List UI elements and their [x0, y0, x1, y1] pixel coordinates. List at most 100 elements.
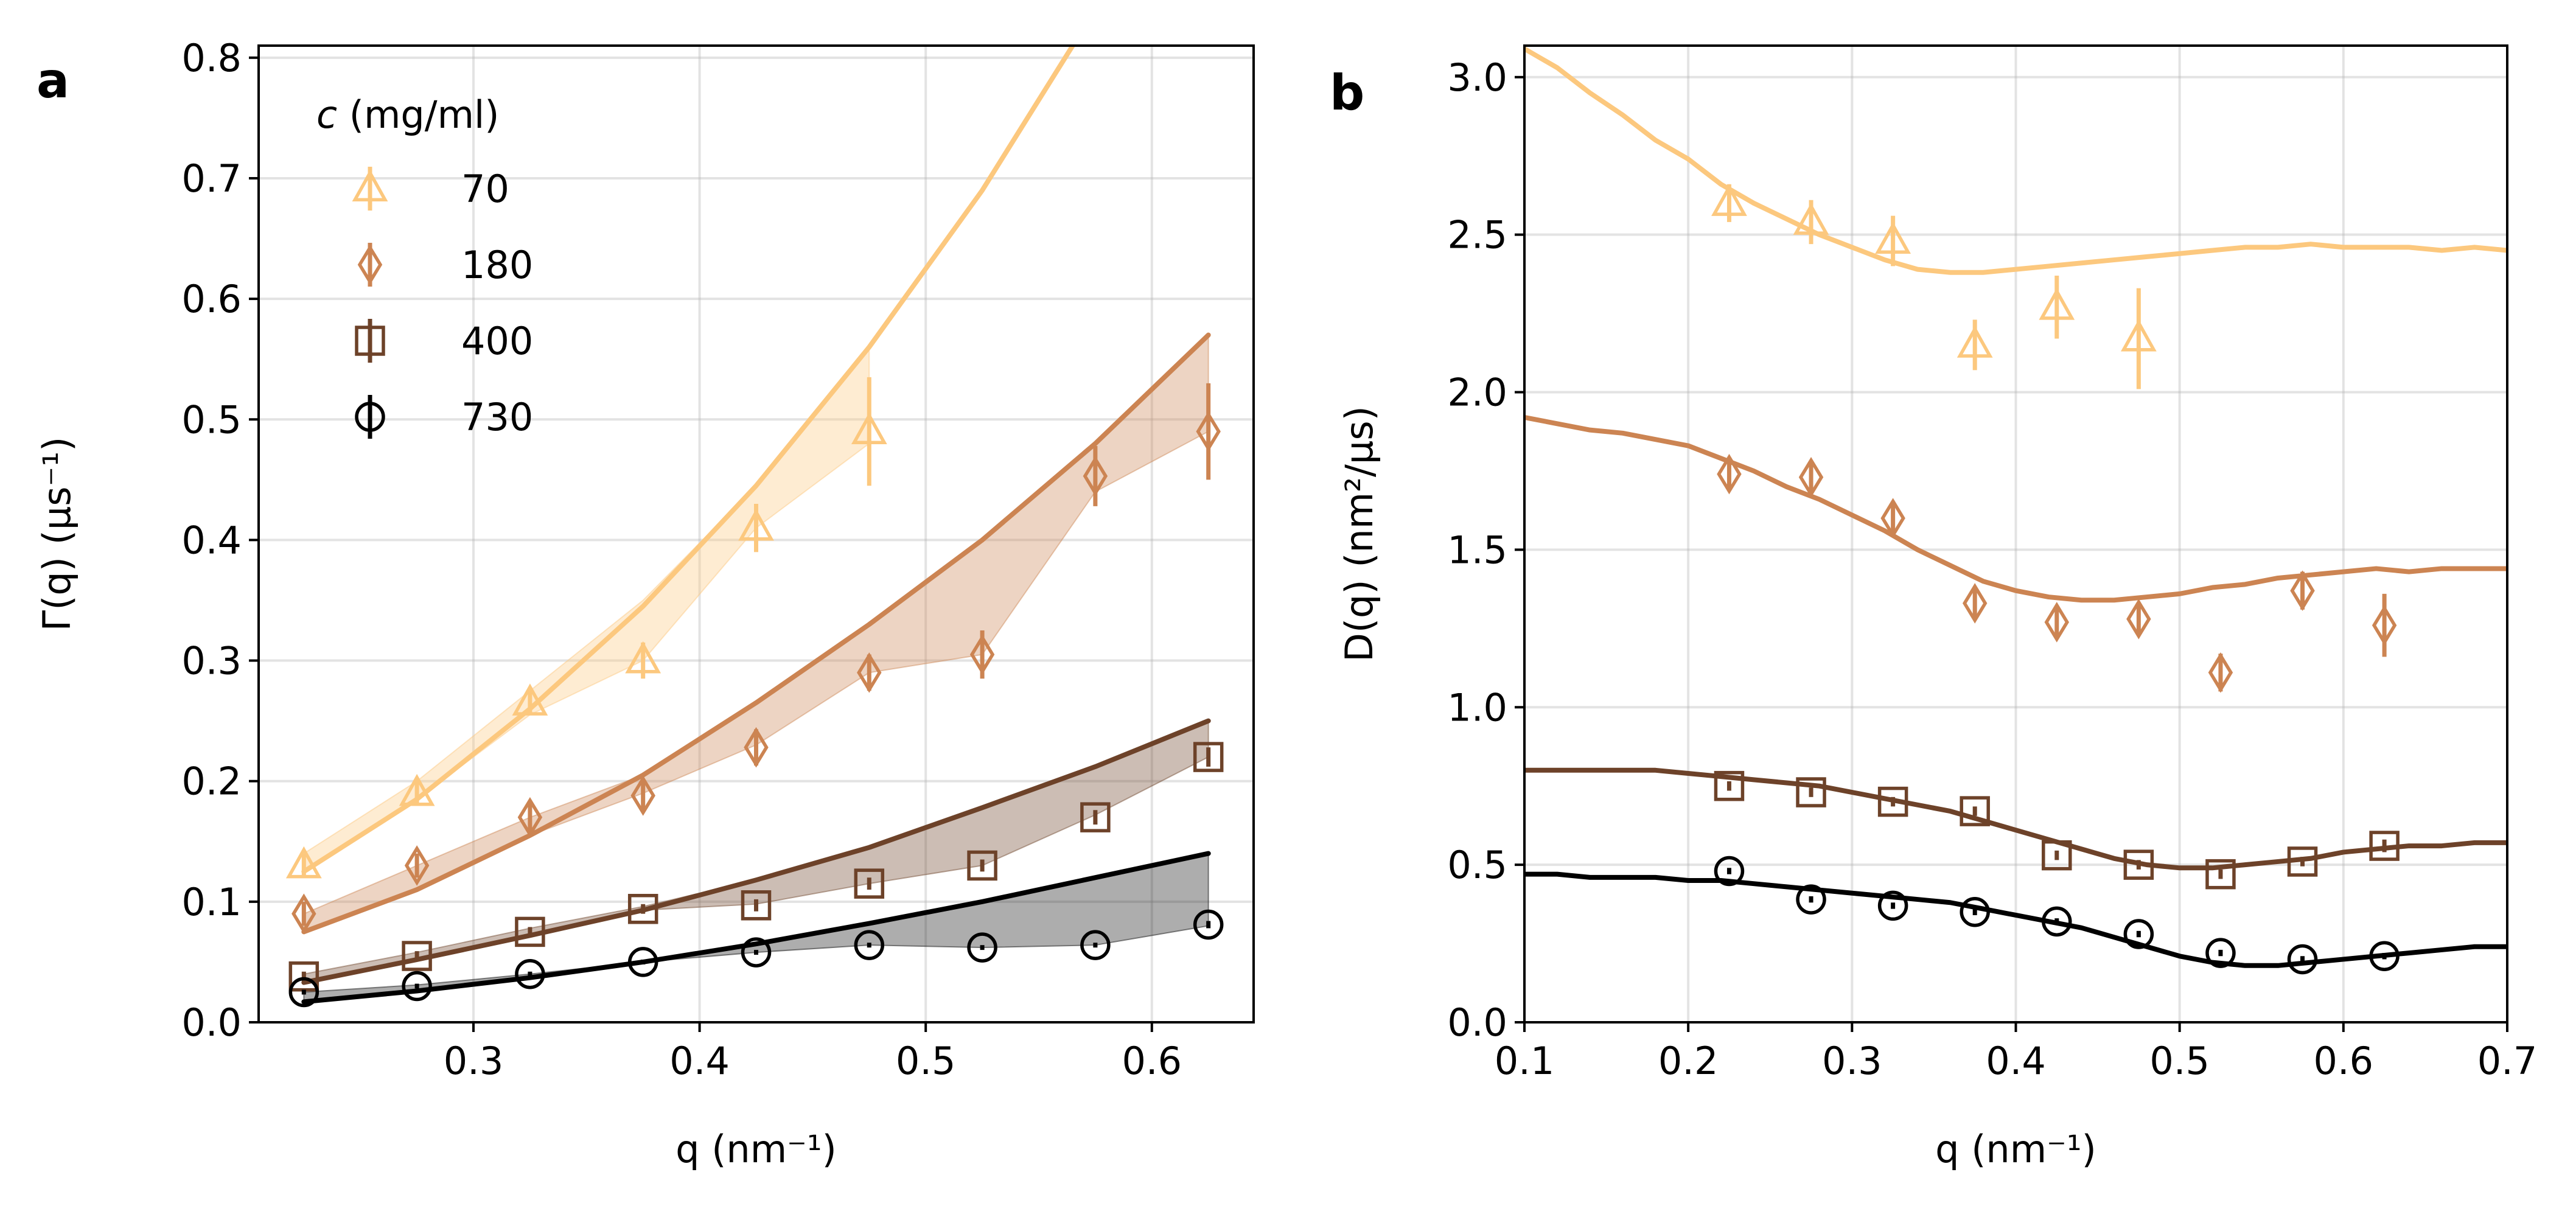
data-point-180	[517, 797, 543, 838]
data-point-400	[1796, 777, 1826, 807]
legend: c (mg/ml) 70 180 400 730	[316, 92, 533, 439]
y-tick-label: 0.6	[181, 277, 242, 321]
data-point-730	[741, 937, 772, 968]
data-point-400	[2369, 831, 2400, 861]
x-tick-label: 0.3	[444, 1039, 504, 1083]
y-tick-label: 0.1	[181, 880, 242, 924]
data-point-730	[1796, 884, 1826, 915]
panel-letter: a	[37, 52, 69, 109]
x-tick-label: 0.3	[1822, 1039, 1882, 1083]
data-point-70	[2039, 288, 2075, 320]
x-tick-label: 0.6	[2314, 1039, 2374, 1083]
plot-area	[285, 46, 1224, 1008]
y-tick-label: 0.0	[181, 1000, 242, 1045]
y-tick-label: 0.5	[181, 397, 242, 442]
data-point-400	[1877, 786, 1908, 817]
data-point-180	[1717, 453, 1742, 495]
data-point-400	[1714, 770, 1745, 801]
legend-label: 180	[461, 243, 533, 287]
data-point-70	[2120, 319, 2157, 352]
data-point-180	[1798, 457, 1824, 498]
data-point-180	[1962, 583, 1988, 624]
data-point-180	[291, 893, 316, 934]
data-point-400	[741, 890, 772, 921]
data-point-730	[1080, 930, 1111, 960]
data-point-400	[1080, 802, 1111, 832]
legend-marker-730	[355, 402, 385, 432]
axes-frame	[257, 44, 1255, 1023]
data-point-180	[744, 727, 769, 768]
data-point-180	[2126, 598, 2151, 640]
data-point-70	[399, 773, 435, 806]
y-tick-label: 0.0	[1447, 1000, 1507, 1045]
data-point-70	[1711, 184, 1747, 216]
data-point-400	[1193, 742, 1224, 772]
x-tick-label: 0.2	[1658, 1039, 1719, 1083]
data-point-730	[2287, 944, 2318, 975]
data-point-400	[515, 916, 545, 947]
y-tick-label: 0.8	[181, 36, 242, 80]
data-point-730	[967, 932, 997, 963]
plot-area	[1524, 46, 2507, 975]
y-tick-label: 0.7	[181, 156, 242, 201]
data-point-730	[1193, 909, 1224, 940]
data-point-400	[2205, 859, 2236, 890]
panel-letter: b	[1330, 65, 1364, 121]
x-tick-label: 0.4	[1986, 1039, 2046, 1083]
series-line-180	[301, 332, 1211, 935]
y-axis-label: Γ(q) (μs⁻¹)	[35, 437, 79, 632]
data-point-70	[738, 508, 774, 541]
x-tick-label: 0.1	[1495, 1039, 1555, 1083]
x-tick-label: 0.5	[896, 1039, 956, 1083]
data-point-730	[402, 971, 432, 1002]
data-point-70	[1875, 221, 1911, 254]
data-point-180	[969, 634, 995, 675]
legend-marker-70	[352, 169, 388, 201]
data-point-400	[627, 893, 658, 924]
y-tick-label: 0.3	[181, 639, 242, 683]
data-point-730	[2369, 941, 2400, 972]
legend-marker-180	[357, 244, 383, 285]
y-tick-label: 2.0	[1447, 371, 1507, 415]
data-point-730	[2042, 906, 2072, 937]
x-tick-label: 0.6	[1122, 1039, 1182, 1083]
y-tick-label: 0.5	[1447, 843, 1507, 887]
data-point-180	[2372, 605, 2397, 646]
data-point-180	[857, 652, 882, 693]
series-line-70	[301, 46, 1076, 874]
data-point-180	[2208, 652, 2233, 693]
data-point-180	[1196, 411, 1221, 452]
data-point-730	[854, 930, 885, 960]
data-point-180	[630, 775, 655, 816]
series-line-400	[1524, 767, 2507, 871]
legend-title: c (mg/ml)	[316, 92, 499, 137]
data-point-70	[625, 641, 661, 674]
data-point-400	[2287, 846, 2318, 877]
series-line-730	[301, 851, 1211, 1005]
data-point-70	[285, 846, 322, 879]
x-axis-label: q (nm⁻¹)	[1935, 1127, 2096, 1171]
x-tick-label: 0.7	[2477, 1039, 2538, 1083]
legend-marker-400	[355, 326, 385, 356]
x-axis-label: q (nm⁻¹)	[675, 1127, 837, 1171]
y-tick-label: 1.0	[1447, 685, 1507, 730]
y-tick-label: 0.2	[181, 759, 242, 804]
legend-label: 730	[461, 395, 533, 439]
series-line-180	[1524, 414, 2507, 603]
data-point-400	[1960, 796, 1990, 826]
data-point-730	[1877, 890, 1908, 921]
legend-label: 70	[461, 167, 509, 211]
data-point-180	[2044, 602, 2070, 643]
data-point-730	[288, 977, 319, 1008]
data-point-70	[1956, 326, 1993, 358]
data-point-70	[1793, 203, 1829, 235]
data-point-730	[627, 947, 658, 977]
x-tick-label: 0.5	[2149, 1039, 2210, 1083]
data-point-400	[2042, 840, 2072, 871]
series-line-730	[1524, 871, 2507, 968]
x-tick-label: 0.4	[669, 1039, 730, 1083]
y-tick-label: 2.5	[1447, 213, 1507, 257]
data-point-70	[512, 683, 548, 716]
data-point-400	[402, 941, 432, 971]
